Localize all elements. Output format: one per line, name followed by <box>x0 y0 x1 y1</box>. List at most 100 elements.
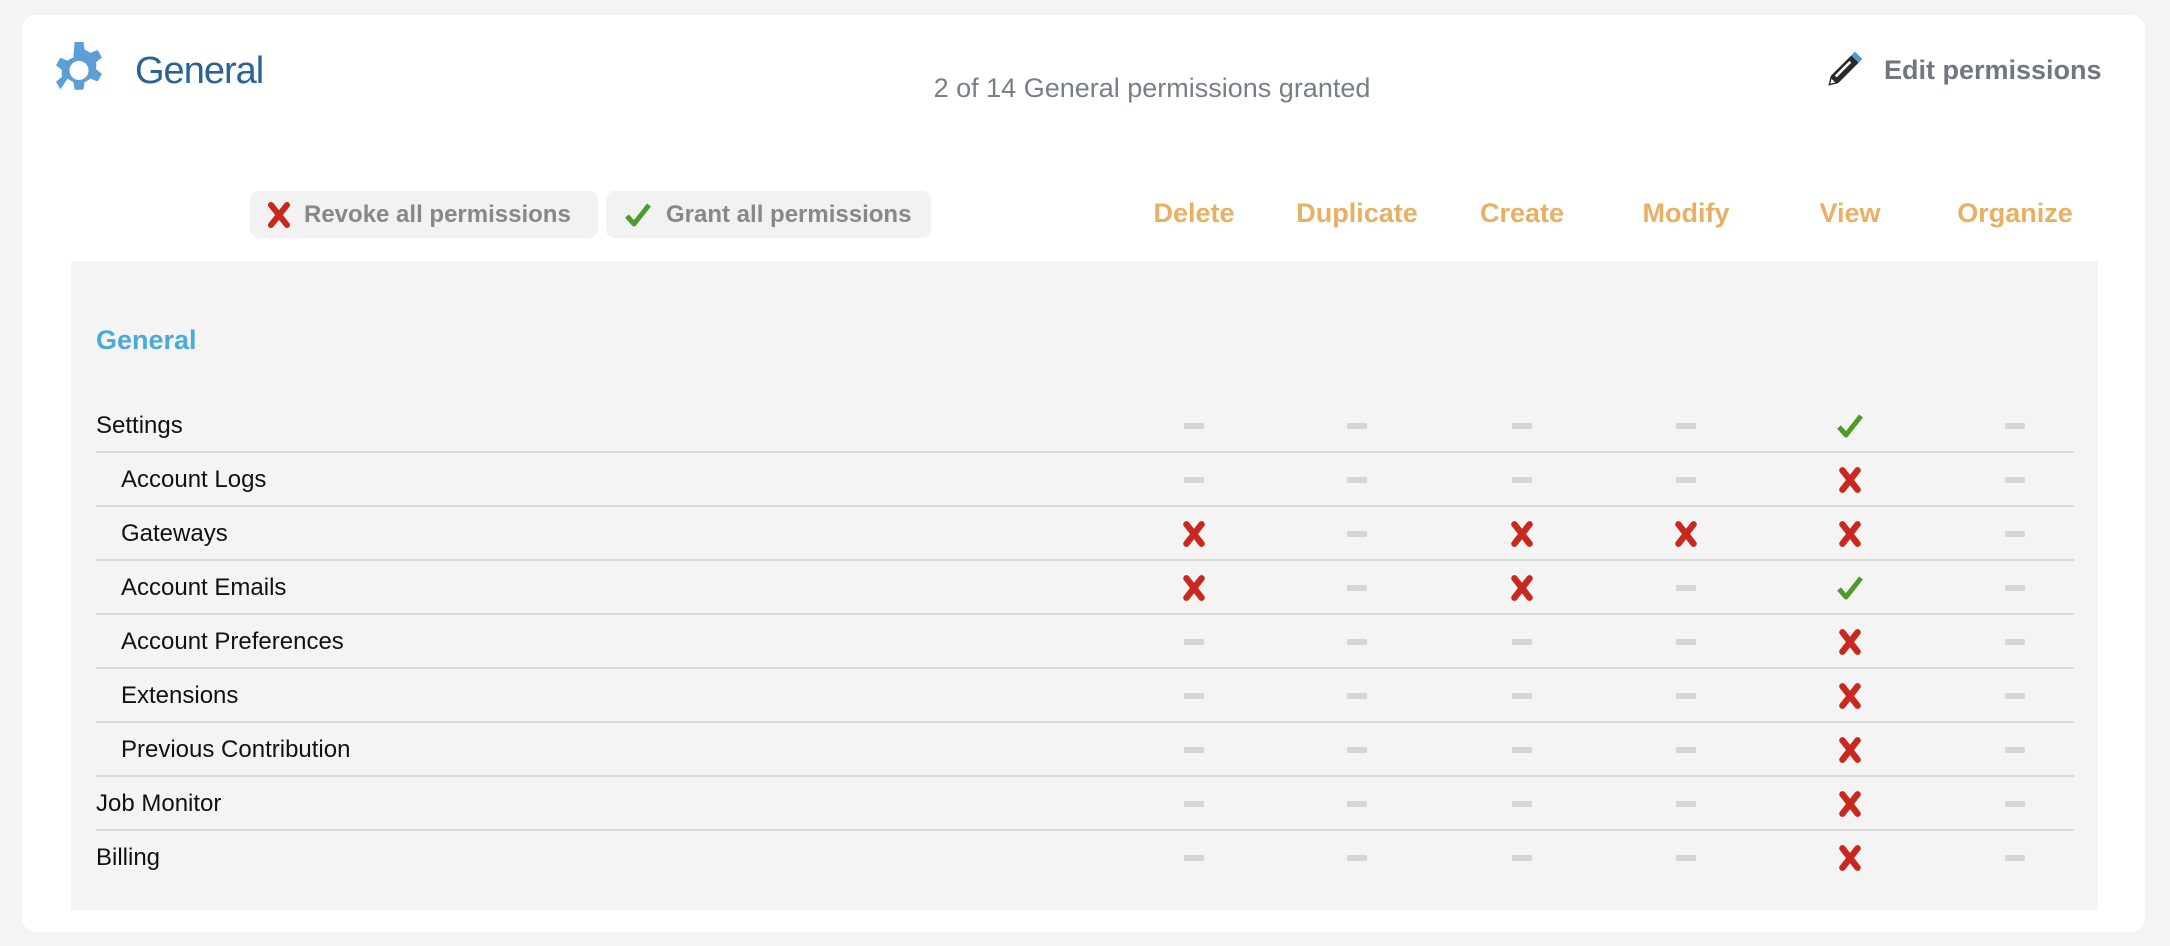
permission-label: Gateways <box>121 520 228 547</box>
not-applicable-icon <box>2005 639 2025 645</box>
permission-cell-create[interactable] <box>1492 669 1552 723</box>
permission-cell-view[interactable] <box>1820 831 1880 885</box>
permission-cell-create[interactable] <box>1492 507 1552 561</box>
column-header-view: View <box>1819 198 1881 228</box>
permission-cell-delete[interactable] <box>1164 723 1224 777</box>
grant-all-button[interactable]: Grant all permissions <box>606 191 931 238</box>
permission-cell-view[interactable] <box>1820 561 1880 615</box>
permission-cell-create[interactable] <box>1492 561 1552 615</box>
permission-cell-duplicate[interactable] <box>1327 669 1387 723</box>
permission-cell-create[interactable] <box>1492 453 1552 507</box>
permission-cell-duplicate[interactable] <box>1327 399 1387 453</box>
permission-cell-organize[interactable] <box>1985 723 2045 777</box>
permission-cell-modify[interactable] <box>1656 723 1716 777</box>
permission-cell-view[interactable] <box>1820 669 1880 723</box>
not-applicable-icon <box>2005 531 2025 537</box>
not-applicable-icon <box>1676 423 1696 429</box>
permission-row: Settings <box>96 399 2074 453</box>
permission-cell-delete[interactable] <box>1164 669 1224 723</box>
granted-icon <box>1837 576 1863 600</box>
permission-cell-modify[interactable] <box>1656 507 1716 561</box>
permission-cell-modify[interactable] <box>1656 831 1716 885</box>
permission-cell-organize[interactable] <box>1985 453 2045 507</box>
edit-permissions-label: Edit permissions <box>1884 54 2102 85</box>
permission-cell-create[interactable] <box>1492 723 1552 777</box>
denied-icon <box>1839 737 1861 763</box>
not-applicable-icon <box>1676 477 1696 483</box>
permission-cell-duplicate[interactable] <box>1327 777 1387 831</box>
permission-cell-organize[interactable] <box>1985 669 2045 723</box>
permission-cell-duplicate[interactable] <box>1327 561 1387 615</box>
column-header-create: Create <box>1479 198 1565 228</box>
permission-label: Account Emails <box>121 574 287 601</box>
permission-cell-view[interactable] <box>1820 615 1880 669</box>
denied-icon <box>1839 791 1861 817</box>
permission-cell-delete[interactable] <box>1164 561 1224 615</box>
permission-cell-organize[interactable] <box>1985 399 2045 453</box>
not-applicable-icon <box>1512 423 1532 429</box>
permission-row: Job Monitor <box>96 777 2074 831</box>
permission-cell-organize[interactable] <box>1985 777 2045 831</box>
permission-cell-organize[interactable] <box>1985 507 2045 561</box>
column-header-duplicate: Duplicate <box>1296 198 1418 228</box>
column-header-organize: Organize <box>1957 198 2073 228</box>
permission-cell-organize[interactable] <box>1985 561 2045 615</box>
permission-cell-delete[interactable] <box>1164 507 1224 561</box>
edit-permissions-button[interactable]: Edit permissions <box>1822 48 2102 92</box>
not-applicable-icon <box>1676 639 1696 645</box>
not-applicable-icon <box>1512 693 1532 699</box>
permission-cell-modify[interactable] <box>1656 399 1716 453</box>
not-applicable-icon <box>1347 855 1367 861</box>
grant-all-label: Grant all permissions <box>666 200 912 228</box>
permission-cell-modify[interactable] <box>1656 669 1716 723</box>
denied-icon <box>1511 575 1533 601</box>
not-applicable-icon <box>1347 423 1367 429</box>
column-header-delete: Delete <box>1153 198 1235 228</box>
permission-cell-delete[interactable] <box>1164 399 1224 453</box>
permission-cell-duplicate[interactable] <box>1327 615 1387 669</box>
permission-cell-duplicate[interactable] <box>1327 507 1387 561</box>
denied-icon <box>1675 521 1697 547</box>
permission-cell-duplicate[interactable] <box>1327 723 1387 777</box>
permission-cell-view[interactable] <box>1820 723 1880 777</box>
permission-cell-modify[interactable] <box>1656 561 1716 615</box>
permission-row: Account Emails <box>96 561 2074 615</box>
permission-label: Extensions <box>121 682 239 709</box>
permission-cell-delete[interactable] <box>1164 615 1224 669</box>
permission-cell-delete[interactable] <box>1164 831 1224 885</box>
permission-cell-view[interactable] <box>1820 507 1880 561</box>
not-applicable-icon <box>2005 801 2025 807</box>
denied-icon <box>1839 521 1861 547</box>
not-applicable-icon <box>1184 693 1204 699</box>
not-applicable-icon <box>1676 693 1696 699</box>
permission-row: Previous Contribution <box>96 723 2074 777</box>
page-title: General <box>135 50 264 92</box>
not-applicable-icon <box>1676 855 1696 861</box>
permission-cell-modify[interactable] <box>1656 777 1716 831</box>
not-applicable-icon <box>1184 747 1204 753</box>
revoke-all-button[interactable]: Revoke all permissions <box>250 191 598 238</box>
granted-icon <box>1837 414 1863 438</box>
permission-cell-view[interactable] <box>1820 777 1880 831</box>
permission-cell-organize[interactable] <box>1985 831 2045 885</box>
permission-cell-view[interactable] <box>1820 453 1880 507</box>
permission-cell-delete[interactable] <box>1164 453 1224 507</box>
permission-cell-delete[interactable] <box>1164 777 1224 831</box>
permission-cell-create[interactable] <box>1492 615 1552 669</box>
not-applicable-icon <box>2005 693 2025 699</box>
permission-cell-modify[interactable] <box>1656 615 1716 669</box>
permission-row: Account Logs <box>96 453 2074 507</box>
denied-icon <box>1839 467 1861 493</box>
permission-cell-view[interactable] <box>1820 399 1880 453</box>
not-applicable-icon <box>1676 801 1696 807</box>
permission-cell-duplicate[interactable] <box>1327 453 1387 507</box>
permission-cell-create[interactable] <box>1492 399 1552 453</box>
permission-label: Job Monitor <box>96 790 222 817</box>
permissions-summary: 2 of 14 General permissions granted <box>933 73 1371 103</box>
permission-cell-create[interactable] <box>1492 831 1552 885</box>
permission-cell-modify[interactable] <box>1656 453 1716 507</box>
not-applicable-icon <box>1512 639 1532 645</box>
permission-cell-duplicate[interactable] <box>1327 831 1387 885</box>
permission-cell-organize[interactable] <box>1985 615 2045 669</box>
permission-cell-create[interactable] <box>1492 777 1552 831</box>
